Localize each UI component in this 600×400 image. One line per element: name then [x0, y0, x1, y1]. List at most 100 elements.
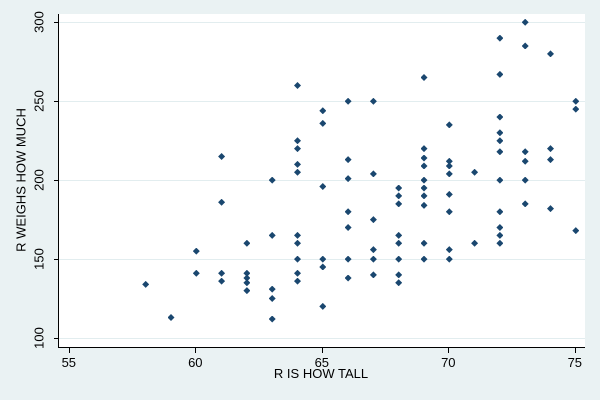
y-tick-label: 200 [31, 169, 47, 191]
data-point [344, 208, 352, 216]
y-axis-title: R WEIGHS HOW MUCH [13, 108, 29, 252]
data-point [344, 224, 352, 231]
data-point [294, 239, 301, 247]
y-gridline [59, 338, 585, 339]
data-point [521, 200, 529, 208]
data-point [319, 107, 327, 115]
data-point [471, 239, 479, 247]
data-point [395, 231, 403, 239]
data-point [294, 168, 301, 176]
data-point [243, 274, 251, 282]
data-point [445, 121, 453, 129]
data-point [547, 145, 554, 153]
y-gridline [59, 101, 585, 103]
y-tick-label: 250 [31, 90, 47, 113]
x-tick [68, 348, 70, 353]
data-point [294, 81, 301, 89]
data-point [445, 208, 453, 216]
data-point [547, 205, 554, 213]
data-point [319, 263, 327, 271]
data-point [445, 162, 453, 170]
data-point [547, 50, 554, 58]
data-point [243, 279, 251, 287]
data-point [445, 246, 453, 254]
data-point [496, 34, 504, 42]
data-point [294, 137, 301, 145]
data-point [369, 271, 377, 279]
data-point [395, 200, 403, 208]
y-tick [54, 259, 58, 261]
data-point [572, 227, 580, 235]
data-point [572, 105, 580, 113]
data-point [268, 315, 276, 323]
data-point [496, 231, 504, 239]
data-point [521, 157, 529, 165]
data-point [344, 255, 352, 263]
y-gridline [59, 22, 585, 24]
y-tick [54, 180, 58, 182]
data-point [344, 175, 352, 183]
x-tick [321, 348, 323, 353]
data-point [395, 239, 403, 247]
data-point [218, 269, 226, 277]
data-point [521, 148, 529, 156]
data-point [243, 287, 251, 295]
data-point [142, 280, 150, 288]
plot-area [58, 14, 585, 348]
data-point [445, 157, 453, 165]
data-point [294, 231, 301, 239]
data-point [521, 42, 529, 50]
data-point [420, 162, 428, 170]
data-point [167, 313, 175, 321]
data-point [420, 239, 428, 247]
data-point [294, 160, 301, 168]
data-point [268, 295, 276, 303]
data-point [319, 182, 327, 190]
data-point [496, 113, 504, 121]
data-point [369, 246, 377, 254]
data-point [369, 255, 377, 263]
data-point [319, 255, 327, 263]
x-tick [448, 348, 450, 353]
data-point [471, 168, 479, 176]
data-point [243, 269, 251, 277]
data-point [294, 145, 301, 153]
x-tick [574, 348, 576, 353]
data-point [496, 137, 504, 145]
data-point [369, 216, 377, 224]
y-tick [54, 338, 58, 339]
data-point [395, 184, 403, 192]
data-point [319, 302, 327, 310]
data-point [395, 192, 403, 200]
data-point [572, 97, 580, 105]
data-point [420, 176, 428, 184]
data-point [344, 97, 352, 105]
data-point [268, 176, 276, 184]
x-tick-label: 60 [188, 355, 203, 370]
data-point [420, 74, 428, 82]
y-tick-label: 150 [31, 248, 47, 270]
data-point [344, 156, 352, 164]
data-point [496, 129, 504, 137]
x-axis-title: R IS HOW TALL [273, 366, 369, 381]
data-point [294, 269, 301, 277]
data-point [344, 274, 352, 282]
data-point [319, 119, 327, 127]
data-point [521, 18, 529, 26]
data-point [243, 239, 251, 247]
y-tick-label: 300 [31, 11, 47, 34]
data-point [445, 190, 453, 198]
data-point [218, 198, 226, 206]
y-tick [54, 22, 58, 24]
x-tick [195, 348, 197, 353]
data-point [496, 239, 504, 247]
data-point [420, 184, 428, 192]
data-point [369, 97, 377, 105]
data-point [420, 201, 428, 209]
data-point [395, 279, 403, 287]
data-point [369, 170, 377, 178]
data-point [294, 277, 301, 285]
data-point [420, 145, 428, 153]
data-point [496, 70, 504, 78]
